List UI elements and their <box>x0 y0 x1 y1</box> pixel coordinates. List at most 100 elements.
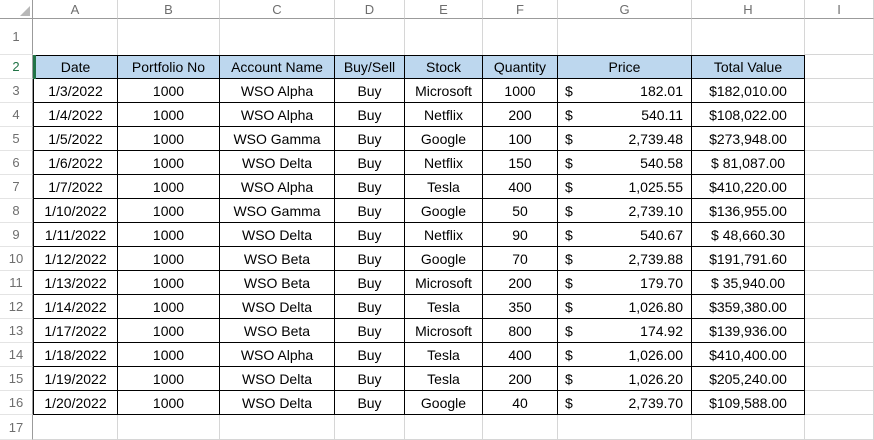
cell-date[interactable]: 1/19/2022 <box>33 367 118 391</box>
cell-empty[interactable] <box>805 103 874 127</box>
cell-empty[interactable] <box>335 19 405 55</box>
cell-stock[interactable]: Google <box>405 199 483 223</box>
table-header-total-value[interactable]: Total Value <box>692 55 805 79</box>
cell-empty[interactable] <box>805 223 874 247</box>
cell-buy-sell[interactable]: Buy <box>335 247 405 271</box>
table-header-buy-sell[interactable]: Buy/Sell <box>335 55 405 79</box>
cell-date[interactable]: 1/5/2022 <box>33 127 118 151</box>
row-header[interactable]: 7 <box>0 175 33 199</box>
cell-empty[interactable] <box>220 19 335 55</box>
cell-empty[interactable] <box>118 415 220 440</box>
cell-account-name[interactable]: WSO Beta <box>220 319 335 343</box>
column-header-i[interactable]: I <box>805 0 874 19</box>
cell-empty[interactable] <box>805 391 874 415</box>
cell-portfolio-no[interactable]: 1000 <box>118 199 220 223</box>
cell-total-value[interactable]: $182,010.00 <box>692 79 805 103</box>
cell-empty[interactable] <box>805 247 874 271</box>
row-header[interactable]: 13 <box>0 319 33 343</box>
cell-total-value[interactable]: $ 35,940.00 <box>692 271 805 295</box>
row-header[interactable]: 8 <box>0 199 33 223</box>
table-header-date[interactable]: Date <box>33 55 118 79</box>
cell-portfolio-no[interactable]: 1000 <box>118 343 220 367</box>
cell-stock[interactable]: Google <box>405 127 483 151</box>
cell-empty[interactable] <box>118 19 220 55</box>
cell-date[interactable]: 1/6/2022 <box>33 151 118 175</box>
cell-stock[interactable]: Tesla <box>405 175 483 199</box>
column-header-c[interactable]: C <box>220 0 335 19</box>
cell-empty[interactable] <box>483 415 558 440</box>
cell-quantity[interactable]: 70 <box>483 247 558 271</box>
cell-price[interactable]: $ 1,026.80 <box>558 295 692 319</box>
cell-price[interactable]: $ 1,026.00 <box>558 343 692 367</box>
cell-account-name[interactable]: WSO Beta <box>220 271 335 295</box>
cell-total-value[interactable]: $410,220.00 <box>692 175 805 199</box>
cell-price[interactable]: $ 2,739.88 <box>558 247 692 271</box>
cell-quantity[interactable]: 40 <box>483 391 558 415</box>
cell-price[interactable]: $ 2,739.70 <box>558 391 692 415</box>
row-header[interactable]: 10 <box>0 247 33 271</box>
cell-portfolio-no[interactable]: 1000 <box>118 127 220 151</box>
table-header-price[interactable]: Price <box>558 55 692 79</box>
cell-total-value[interactable]: $139,936.00 <box>692 319 805 343</box>
cell-date[interactable]: 1/11/2022 <box>33 223 118 247</box>
cell-account-name[interactable]: WSO Delta <box>220 151 335 175</box>
cell-date[interactable]: 1/20/2022 <box>33 391 118 415</box>
cell-empty[interactable] <box>692 415 805 440</box>
cell-quantity[interactable]: 200 <box>483 367 558 391</box>
cell-buy-sell[interactable]: Buy <box>335 199 405 223</box>
cell-account-name[interactable]: WSO Alpha <box>220 79 335 103</box>
cell-total-value[interactable]: $109,588.00 <box>692 391 805 415</box>
cell-total-value[interactable]: $205,240.00 <box>692 367 805 391</box>
cell-stock[interactable]: Microsoft <box>405 271 483 295</box>
cell-total-value[interactable]: $136,955.00 <box>692 199 805 223</box>
cell-stock[interactable]: Tesla <box>405 367 483 391</box>
cell-stock[interactable]: Tesla <box>405 295 483 319</box>
cell-total-value[interactable]: $191,791.60 <box>692 247 805 271</box>
cell-account-name[interactable]: WSO Alpha <box>220 175 335 199</box>
cell-account-name[interactable]: WSO Delta <box>220 367 335 391</box>
row-header-17[interactable]: 17 <box>0 415 33 440</box>
cell-date[interactable]: 1/7/2022 <box>33 175 118 199</box>
cell-account-name[interactable]: WSO Delta <box>220 295 335 319</box>
cell-buy-sell[interactable]: Buy <box>335 367 405 391</box>
select-all-button[interactable] <box>0 0 33 19</box>
cell-total-value[interactable]: $108,022.00 <box>692 103 805 127</box>
cell-quantity[interactable]: 400 <box>483 343 558 367</box>
cell-empty[interactable] <box>558 19 692 55</box>
cell-quantity[interactable]: 200 <box>483 271 558 295</box>
cell-portfolio-no[interactable]: 1000 <box>118 103 220 127</box>
row-header[interactable]: 14 <box>0 343 33 367</box>
row-header[interactable]: 15 <box>0 367 33 391</box>
row-header[interactable]: 6 <box>0 151 33 175</box>
cell-empty[interactable] <box>805 127 874 151</box>
cell-portfolio-no[interactable]: 1000 <box>118 151 220 175</box>
cell-buy-sell[interactable]: Buy <box>335 223 405 247</box>
cell-stock[interactable]: Google <box>405 247 483 271</box>
cell-account-name[interactable]: WSO Delta <box>220 391 335 415</box>
cell-quantity[interactable]: 150 <box>483 151 558 175</box>
cell-total-value[interactable]: $ 48,660.30 <box>692 223 805 247</box>
row-header[interactable]: 9 <box>0 223 33 247</box>
cell-portfolio-no[interactable]: 1000 <box>118 391 220 415</box>
cell-price[interactable]: $ 182.01 <box>558 79 692 103</box>
cell-price[interactable]: $ 1,025.55 <box>558 175 692 199</box>
cell-price[interactable]: $ 179.70 <box>558 271 692 295</box>
column-header-g[interactable]: G <box>558 0 692 19</box>
row-header-2[interactable]: 2 <box>0 55 33 79</box>
cell-stock[interactable]: Microsoft <box>405 79 483 103</box>
cell-buy-sell[interactable]: Buy <box>335 343 405 367</box>
cell-stock[interactable]: Netflix <box>405 151 483 175</box>
cell-stock[interactable]: Tesla <box>405 343 483 367</box>
column-header-d[interactable]: D <box>335 0 405 19</box>
cell-stock[interactable]: Google <box>405 391 483 415</box>
cell-buy-sell[interactable]: Buy <box>335 103 405 127</box>
cell-buy-sell[interactable]: Buy <box>335 391 405 415</box>
row-header-1[interactable]: 1 <box>0 19 33 55</box>
cell-empty[interactable] <box>805 55 874 79</box>
cell-empty[interactable] <box>805 199 874 223</box>
row-header[interactable]: 5 <box>0 127 33 151</box>
row-header[interactable]: 12 <box>0 295 33 319</box>
cell-date[interactable]: 1/14/2022 <box>33 295 118 319</box>
cell-empty[interactable] <box>483 19 558 55</box>
cell-quantity[interactable]: 350 <box>483 295 558 319</box>
